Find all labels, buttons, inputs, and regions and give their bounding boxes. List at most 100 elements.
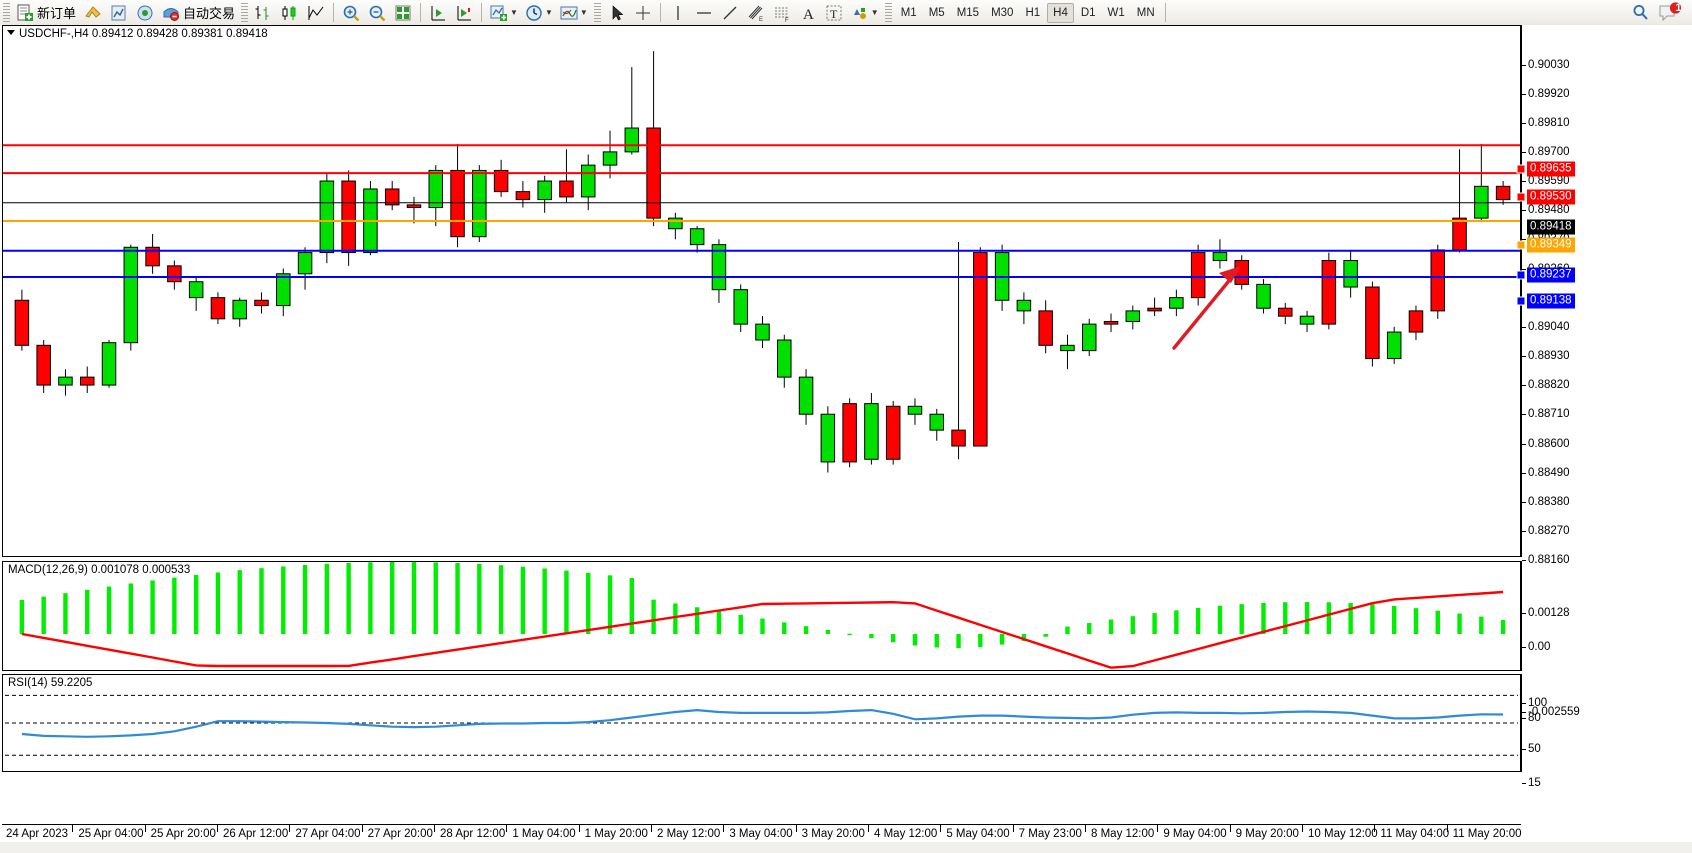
level-tag-support-1[interactable]: 0.89237	[1527, 267, 1575, 283]
time-label-14: 7 May 23:00	[1018, 828, 1082, 840]
text-box-button[interactable]: T	[822, 1, 846, 24]
periods-button[interactable]: ▼	[522, 1, 555, 24]
new-order-button[interactable]: 新订单	[14, 1, 79, 24]
templates-button[interactable]: ▼	[557, 1, 590, 24]
alerts-button[interactable]: 1	[1656, 1, 1684, 24]
templates-dropdown-caret[interactable]: ▼	[579, 7, 588, 17]
price-pane[interactable]: USDCHF-,H4 0.89412 0.89428 0.89381 0.894…	[2, 25, 1521, 557]
level-tag-support-2[interactable]: 0.89138	[1527, 293, 1575, 309]
candle-59	[1299, 310, 1315, 333]
macd-histogram-bar	[324, 563, 330, 634]
candle-41	[907, 398, 923, 425]
level-handle-resistance-1[interactable]	[1516, 192, 1526, 202]
new-order-icon	[17, 4, 33, 21]
vertical-line-button[interactable]	[666, 1, 690, 24]
time-label-2: 25 Apr 20:00	[150, 828, 216, 840]
text-label-button[interactable]: A	[796, 1, 820, 24]
cursor-button[interactable]	[605, 1, 629, 24]
timeframe-w1[interactable]: W1	[1107, 6, 1125, 19]
macd-histogram-bar	[1195, 607, 1201, 634]
candle-body	[559, 180, 574, 198]
level-handle-support-2[interactable]	[1516, 296, 1526, 306]
timeframe-mn[interactable]: MN	[1136, 6, 1155, 19]
candle-9	[210, 292, 226, 325]
candle-body	[1081, 323, 1097, 352]
price-chart-canvas[interactable]	[3, 26, 1520, 556]
macd-histogram-bar	[41, 596, 46, 634]
macd-pane[interactable]: MACD(12,26,9) 0.001078 0.000533	[2, 561, 1521, 671]
level-tag-resistance-1[interactable]: 0.89530	[1527, 189, 1575, 205]
level-tag-resistance-2[interactable]: 0.89635	[1527, 161, 1575, 177]
periods-dropdown-caret[interactable]: ▼	[544, 7, 553, 17]
data-window-button[interactable]	[107, 1, 131, 24]
timeframe-m5[interactable]: M5	[928, 6, 945, 19]
shapes-button[interactable]: ▼	[848, 1, 881, 24]
candle-13	[297, 247, 313, 290]
candle-body	[798, 376, 814, 415]
timeframe-m1[interactable]: M1	[900, 6, 917, 19]
symbol-collapse-arrow[interactable]	[7, 30, 15, 35]
trend-line-button[interactable]	[718, 1, 742, 24]
candle-body	[14, 299, 30, 346]
candle-body	[951, 429, 966, 447]
candlestick-chart-button[interactable]	[278, 1, 302, 24]
level-tag-pivot[interactable]: 0.89349	[1527, 237, 1575, 253]
toolbar-grip-2[interactable]	[241, 3, 249, 22]
line-chart-button[interactable]	[304, 1, 328, 24]
crosshair-button[interactable]	[631, 1, 655, 24]
timeframe-m15[interactable]: M15	[956, 6, 980, 19]
price-tick-11: 0.88710	[1522, 408, 1570, 421]
candle-body	[123, 246, 139, 344]
indicators-button[interactable]: ▼	[487, 1, 520, 24]
toolbar-grip-4[interactable]	[884, 3, 892, 22]
zoom-out-button[interactable]	[365, 1, 389, 24]
horizontal-scroll-gutter[interactable]	[0, 842, 1692, 853]
trend-line-icon	[723, 6, 737, 19]
time-label-3: 26 Apr 12:00	[223, 828, 289, 840]
macd-signal-line	[21, 590, 1504, 669]
macd-histogram-bar	[302, 564, 308, 634]
rsi-pane[interactable]: RSI(14) 59.2205	[2, 674, 1521, 772]
candle-body	[428, 169, 444, 209]
level-tag-last-price[interactable]: 0.89418	[1527, 219, 1575, 235]
level-handle-resistance-2[interactable]	[1516, 164, 1526, 174]
candle-body	[1169, 297, 1184, 309]
timeframe-h1[interactable]: H1	[1025, 6, 1041, 19]
zoom-in-button[interactable]	[339, 1, 363, 24]
horizontal-line-button[interactable]	[692, 1, 716, 24]
candle-18	[406, 196, 422, 224]
bar-chart-button[interactable]	[252, 1, 276, 24]
level-handle-support-1[interactable]	[1516, 270, 1526, 280]
timeframe-h4[interactable]: H4	[1047, 2, 1074, 23]
magnet-button[interactable]	[81, 1, 105, 24]
candle-42	[929, 408, 945, 441]
shapes-icon	[853, 7, 866, 19]
candle-33	[733, 284, 748, 333]
shift-end-button[interactable]	[452, 1, 476, 24]
navigator-button[interactable]	[133, 1, 157, 24]
tile-windows-button[interactable]	[391, 1, 415, 24]
indicators-dropdown-caret[interactable]: ▼	[510, 7, 518, 17]
chart-workspace[interactable]: USDCHF-,H4 0.89412 0.89428 0.89381 0.894…	[0, 25, 1692, 853]
bullish-arrow[interactable]	[1172, 266, 1241, 350]
shapes-dropdown-caret[interactable]: ▼	[870, 7, 879, 17]
toolbar-grip[interactable]	[3, 3, 10, 22]
search-button[interactable]	[1628, 1, 1654, 24]
time-separator-5	[361, 825, 363, 832]
candle-38	[842, 398, 857, 468]
terminal-button[interactable]: 自动交易	[159, 1, 237, 24]
time-axis[interactable]: 24 Apr 2023 25 Apr 04:00 25 Apr 20:00 26 Ap…	[2, 824, 1522, 847]
macd-histogram-bar	[738, 614, 743, 634]
candle-54	[1190, 244, 1206, 306]
macd-histogram-bar	[237, 570, 242, 634]
timeframe-m30[interactable]: M30	[991, 6, 1014, 19]
timeframe-d1[interactable]: D1	[1080, 6, 1096, 19]
fibonacci-button[interactable]: F	[770, 1, 794, 24]
toolbar-separator-4	[659, 3, 661, 22]
level-handle-pivot[interactable]	[1516, 240, 1526, 250]
candle-27	[602, 130, 618, 179]
equidistant-channel-button[interactable]: E	[744, 1, 768, 24]
shift-start-button[interactable]	[426, 1, 450, 24]
toolbar-grip-3[interactable]	[593, 3, 601, 22]
arrow-head	[1219, 266, 1241, 283]
